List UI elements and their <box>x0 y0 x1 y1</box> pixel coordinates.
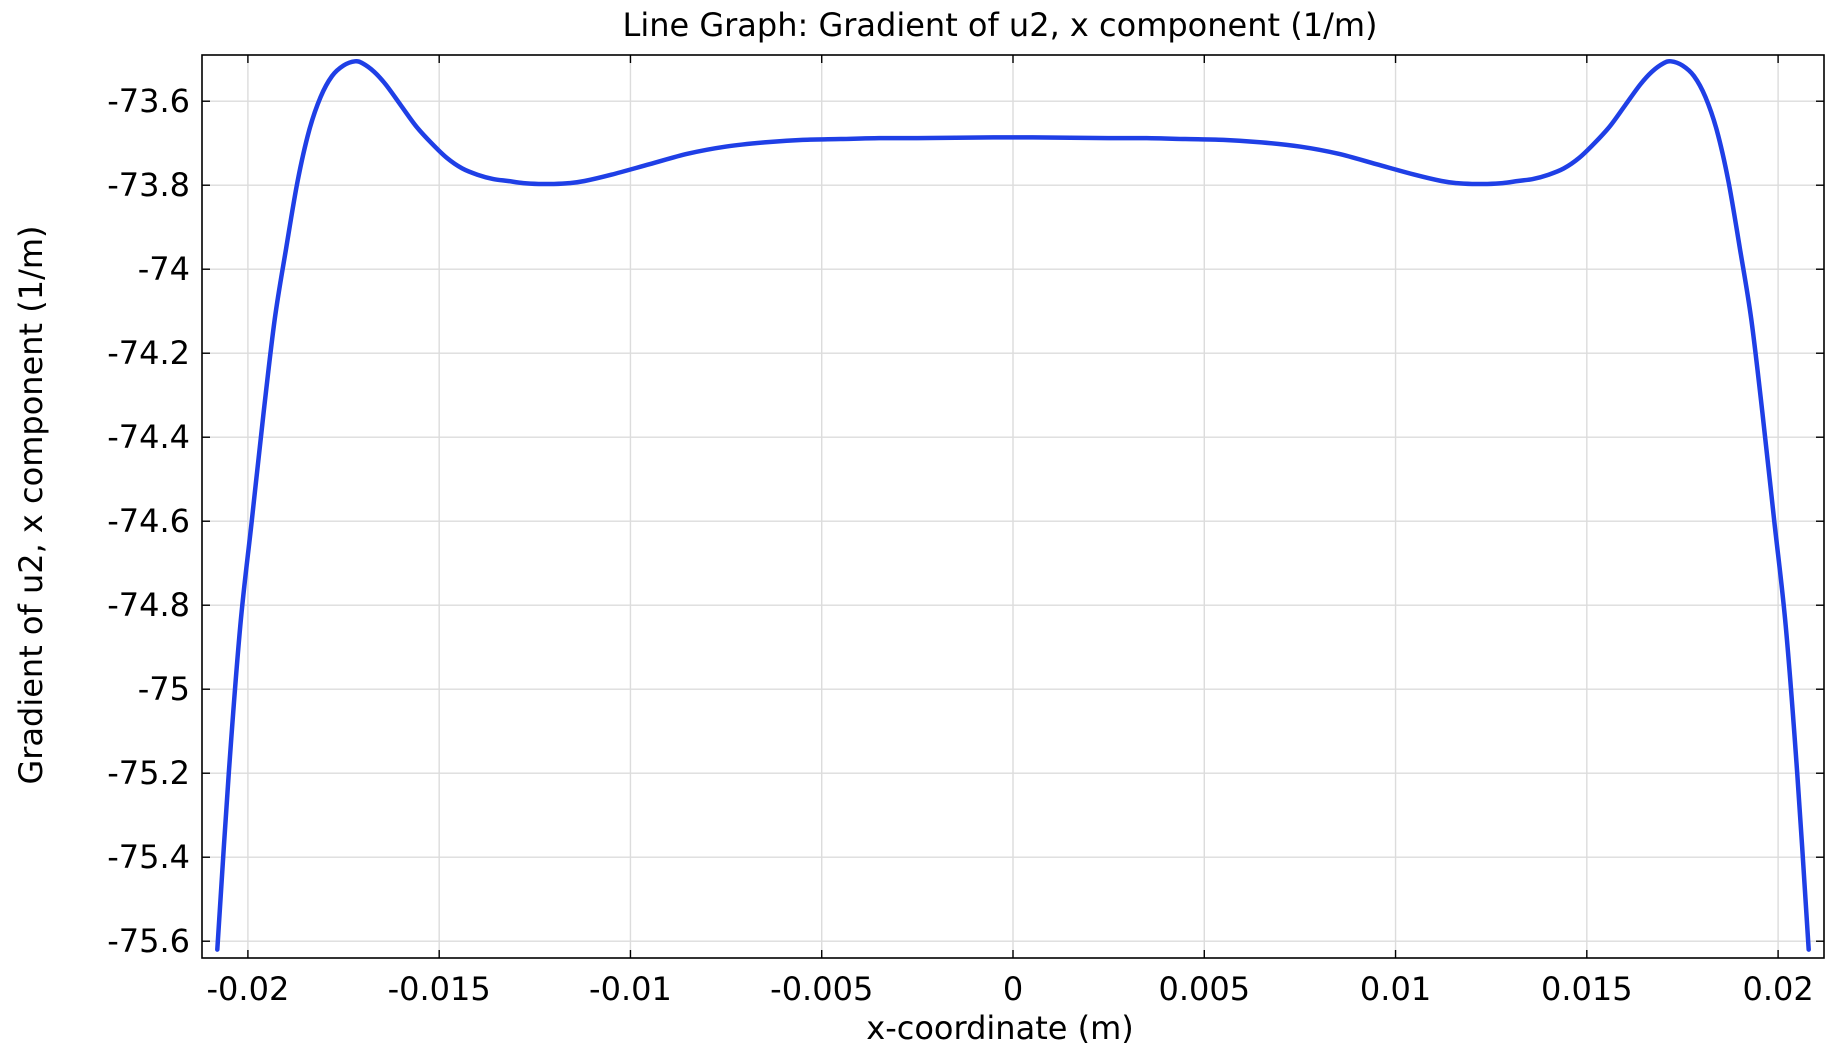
x-tick-label: 0 <box>1003 970 1023 1008</box>
x-tick-label: 0.02 <box>1742 970 1813 1008</box>
x-tick-label: -0.02 <box>207 970 290 1008</box>
x-tick-label: -0.005 <box>770 970 873 1008</box>
x-axis-label: x-coordinate (m) <box>866 1009 1133 1045</box>
x-tick-label: 0.01 <box>1360 970 1431 1008</box>
y-tick-label: -75.4 <box>107 838 190 876</box>
x-tick-label: 0.005 <box>1158 970 1250 1008</box>
chart-title: Line Graph: Gradient of u2, x component … <box>622 6 1377 44</box>
y-tick-label: -73.6 <box>107 82 190 120</box>
y-tick-label: -74.8 <box>107 586 190 624</box>
y-tick-label: -74 <box>138 250 190 288</box>
series-layer <box>215 58 1811 952</box>
y-tick-label: -75 <box>138 670 190 708</box>
y-tick-label: -75.6 <box>107 922 190 960</box>
y-axis-label: Gradient of u2, x component (1/m) <box>12 225 50 784</box>
grid <box>202 55 1824 958</box>
y-tick-label: -74.6 <box>107 502 190 540</box>
y-tick-label: -73.8 <box>107 166 190 204</box>
y-tick-label: -74.4 <box>107 418 190 456</box>
series-line <box>215 58 1811 952</box>
y-tick-label: -75.2 <box>107 754 190 792</box>
y-tick-label: -74.2 <box>107 334 190 372</box>
x-tick-label: 0.015 <box>1541 970 1633 1008</box>
tick-layer: -0.02 -0.015 -0.01 -0.005 0 0.005 0.01 0.015 0.0… <box>107 55 1824 1008</box>
x-tick-label: -0.015 <box>388 970 491 1008</box>
x-tick-label: -0.01 <box>589 970 672 1008</box>
